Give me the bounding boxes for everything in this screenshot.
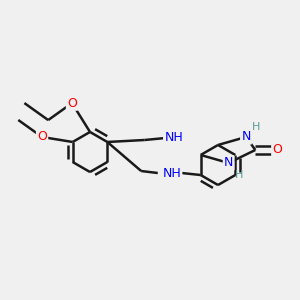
Text: O: O: [37, 130, 47, 143]
Text: N: N: [224, 157, 233, 169]
Text: NH: NH: [162, 167, 181, 179]
Text: H: H: [252, 122, 260, 132]
Text: H: H: [235, 170, 243, 180]
Text: NH: NH: [164, 131, 183, 145]
Text: N: N: [241, 130, 251, 143]
Text: O: O: [272, 143, 282, 157]
Text: O: O: [67, 97, 77, 110]
